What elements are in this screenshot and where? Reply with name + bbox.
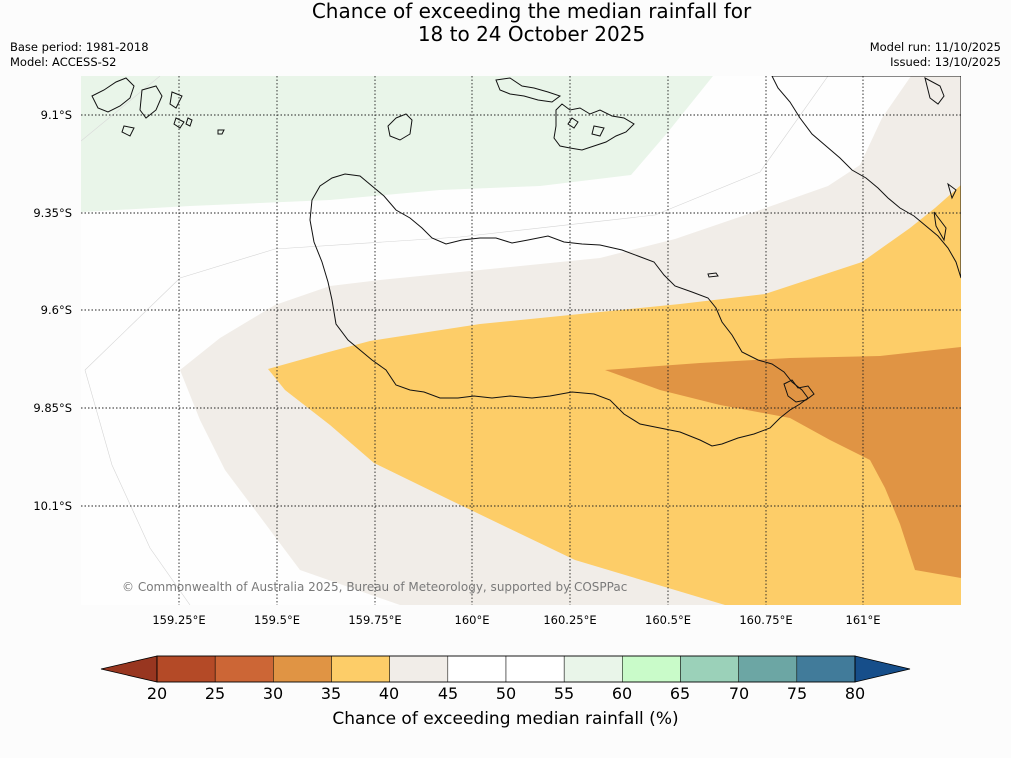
coastlines — [91, 76, 961, 447]
lat-label-9-6: 9.6°S — [40, 303, 72, 317]
colorbar-outline — [156, 655, 856, 683]
model-run: Model run: 11/10/2025 — [869, 40, 1001, 54]
shade-55-60-north — [81, 76, 713, 212]
lon-label-160-25: 160.25°E — [543, 613, 597, 627]
cb-tick-70: 70 — [728, 684, 750, 703]
colorbar-cells — [156, 655, 856, 683]
colorbar-cell-75-80 — [796, 655, 856, 683]
lat-label-9-1: 9.1°S — [40, 108, 72, 122]
issued-date: Issued: 13/10/2025 — [890, 55, 1001, 69]
contour-line-1 — [84, 76, 829, 371]
small-islet-coast — [707, 272, 719, 278]
model-name: Model: ACCESS-S2 — [10, 55, 117, 69]
meta-right: Model run: 11/10/2025 Issued: 13/10/2025 — [870, 40, 1001, 70]
lon-label-159-75: 159.75°E — [348, 613, 402, 627]
colorbar-over-arrow — [854, 655, 911, 683]
colorbar-cell-25-30 — [214, 655, 274, 683]
lon-label-160-75: 160.75°E — [739, 613, 793, 627]
cb-tick-60: 60 — [611, 684, 633, 703]
colorbar-cell-65-70 — [680, 655, 739, 683]
malaita-coast — [771, 76, 961, 279]
colorbar-cell-40-45 — [389, 655, 449, 683]
colorbar-cell-55-60 — [563, 655, 623, 683]
lat-label-9-85: 9.85°S — [33, 401, 72, 415]
colorbar-under-arrow — [100, 655, 158, 683]
base-period: Base period: 1981-2018 — [10, 40, 149, 54]
map-panel — [81, 76, 961, 605]
florida-north-coast — [495, 77, 562, 103]
cb-tick-20: 20 — [146, 684, 168, 703]
shade-35-40 — [268, 185, 961, 605]
shade-30-35 — [605, 347, 961, 578]
lon-label-161: 161°E — [845, 613, 881, 627]
russell-islands-coast — [91, 77, 225, 137]
cb-tick-55: 55 — [553, 684, 575, 703]
copyright-notice: © Commonwealth of Australia 2025, Bureau… — [122, 580, 628, 594]
colorbar-cell-35-40 — [331, 655, 390, 683]
cb-tick-45: 45 — [437, 684, 459, 703]
florida-islands-coast — [553, 103, 635, 151]
shade-45-55-north-outline — [81, 76, 161, 142]
cb-tick-35: 35 — [320, 684, 342, 703]
title-line-1: Chance of exceeding the median rainfall … — [311, 0, 752, 23]
marau-islets-coast — [783, 379, 815, 403]
contour-line-2 — [84, 369, 191, 605]
colorbar-cell-50-55 — [505, 655, 565, 683]
lat-label-9-35: 9.35°S — [33, 206, 72, 220]
cb-tick-75: 75 — [786, 684, 808, 703]
lat-label-10-1: 10.1°S — [33, 499, 72, 513]
colorbar-cell-60-65 — [622, 655, 681, 683]
colorbar — [100, 655, 911, 683]
colorbar-title: Chance of exceeding median rainfall (%) — [332, 709, 679, 729]
cb-tick-25: 25 — [204, 684, 226, 703]
cb-tick-65: 65 — [669, 684, 691, 703]
cb-tick-30: 30 — [262, 684, 284, 703]
lon-label-159-25: 159.25°E — [152, 613, 206, 627]
map-title: Chance of exceeding the median rainfall … — [0, 0, 1011, 46]
cb-tick-50: 50 — [495, 684, 517, 703]
lon-label-159-5: 159.5°E — [254, 613, 300, 627]
title-line-2: 18 to 24 October 2025 — [417, 22, 646, 46]
cb-tick-40: 40 — [378, 684, 400, 703]
colorbar-cell-20-25 — [156, 655, 216, 683]
meta-left: Base period: 1981-2018 Model: ACCESS-S2 — [10, 40, 149, 70]
lon-label-160-5: 160.5°E — [645, 613, 691, 627]
colorbar-cell-30-35 — [273, 655, 332, 683]
colorbar-cell-45-50 — [447, 655, 507, 683]
guadalcanal-coast — [309, 173, 809, 447]
graticule — [81, 76, 961, 605]
cb-tick-80: 80 — [844, 684, 866, 703]
colorbar-cell-70-75 — [738, 655, 798, 683]
lon-label-160: 160°E — [454, 613, 490, 627]
